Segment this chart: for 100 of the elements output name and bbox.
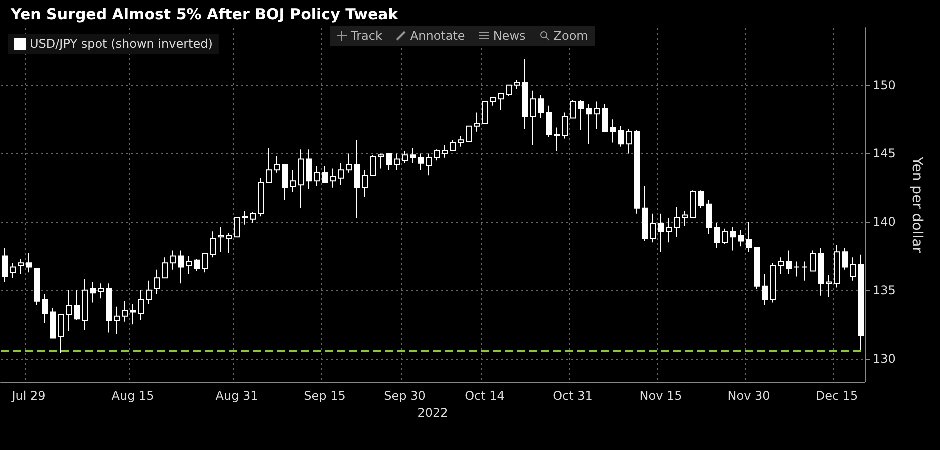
x-tick-label: Nov 30 [728, 389, 770, 403]
candlestick [706, 200, 712, 235]
candlestick [842, 248, 848, 270]
candlestick [466, 126, 472, 142]
candlestick [146, 280, 152, 305]
candlestick [210, 231, 216, 258]
candlestick [826, 274, 832, 298]
candlestick [642, 186, 648, 242]
candlestick [610, 119, 616, 144]
candlestick [546, 105, 552, 138]
candlestick [178, 250, 184, 284]
candlestick [586, 104, 592, 145]
candlestick [746, 222, 752, 253]
candlestick [738, 230, 744, 248]
candlestick [66, 290, 72, 332]
candlestick [322, 166, 328, 183]
candlestick [106, 283, 112, 334]
candlestick [354, 140, 360, 218]
candlestick [306, 149, 312, 190]
candlestick [154, 269, 160, 296]
candlestick [858, 254, 864, 352]
candlestick [74, 290, 80, 321]
candlestick [298, 149, 304, 209]
candlestick [498, 93, 504, 111]
candlestick [194, 258, 200, 272]
candlestick [162, 257, 168, 279]
candlestick [10, 262, 16, 279]
chart-title: Yen Surged Almost 5% After BOJ Policy Tweak [10, 6, 400, 24]
candlestick [834, 244, 840, 288]
candlestick [114, 306, 120, 335]
candlestick [458, 135, 464, 148]
candlestick [770, 262, 776, 304]
candlestick [626, 128, 632, 154]
candlestick [650, 213, 656, 244]
candlestick [314, 166, 320, 188]
candlestick [730, 227, 736, 252]
candlestick [762, 274, 768, 306]
candlestick [786, 250, 792, 275]
candlestick [330, 168, 336, 188]
candlestick [442, 145, 448, 158]
candlestick [370, 154, 376, 176]
candlestick [346, 153, 352, 174]
candlestick [250, 212, 256, 224]
candlestick [394, 153, 400, 171]
y-tick-label: 130 [873, 352, 896, 366]
candlestick [378, 153, 384, 170]
candlestick [282, 164, 288, 201]
candlestick [578, 100, 584, 132]
candlestick [682, 210, 688, 227]
candlestick [802, 261, 808, 282]
candlestick [778, 257, 784, 275]
candlestick [338, 162, 344, 186]
annotation: Annotate [410, 29, 466, 43]
candlestick [226, 232, 232, 254]
candlestick [714, 222, 720, 249]
candlestick [82, 278, 88, 331]
candlestick [754, 248, 760, 290]
candlestick [602, 104, 608, 132]
x-tick-label: Oct 31 [553, 389, 593, 403]
annotation: Track [351, 29, 382, 43]
candlestick [506, 84, 512, 97]
annotation: News [493, 29, 526, 43]
candlestick [794, 261, 800, 278]
candlestick [34, 268, 40, 306]
candlestick [234, 217, 240, 238]
y-tick-label: 135 [873, 283, 896, 298]
candlestick [186, 256, 192, 275]
legend-label: USD/JPY spot (shown inverted) [30, 37, 213, 51]
candlestick [130, 304, 136, 326]
candlestick [690, 190, 696, 218]
candlestick [90, 282, 96, 304]
candlestick [562, 112, 568, 140]
x-tick-label: Oct 14 [465, 389, 505, 403]
x-tick-label: Sep 30 [384, 389, 426, 403]
x-tick-label: Jul 29 [11, 389, 46, 403]
candlestick [138, 290, 144, 321]
candlestick [122, 300, 128, 322]
y-tick-label: 140 [873, 215, 896, 230]
candlestick [434, 149, 440, 162]
candlestick [490, 97, 496, 106]
candlestick [362, 170, 368, 198]
candlestick [58, 314, 64, 354]
candlestick [18, 258, 24, 275]
x-tick-label: Aug 31 [216, 389, 258, 403]
candlestick [618, 126, 624, 148]
candlestick [554, 127, 560, 152]
candlestick [274, 156, 280, 174]
candlestick [482, 101, 488, 124]
candlestick [170, 250, 176, 270]
candlestick [810, 250, 816, 272]
y-tick-label: 145 [873, 146, 896, 161]
candlestick [258, 178, 264, 218]
candlestick [386, 153, 392, 171]
candlestick [658, 213, 664, 253]
candlestick [850, 257, 856, 282]
candlestick [242, 210, 248, 226]
candlestick [674, 206, 680, 238]
x-tick-label: Sep 15 [304, 389, 346, 403]
candlestick [410, 148, 416, 164]
candlestick [514, 79, 520, 90]
